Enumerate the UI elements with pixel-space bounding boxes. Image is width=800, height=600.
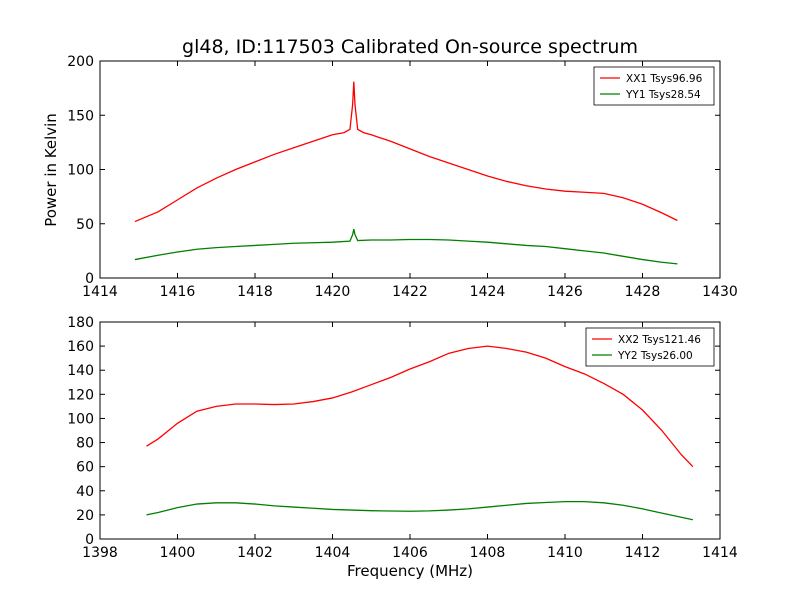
- x-tick-label: 1414: [702, 545, 738, 561]
- y-tick-label: 180: [67, 315, 94, 331]
- y-tick-label: 0: [85, 271, 94, 287]
- legend: XX2 Tsys121.46 YY2 Tsys26.00: [585, 327, 715, 367]
- y-tick-label: 50: [76, 217, 94, 233]
- legend-label: XX1 Tsys96.96: [626, 73, 703, 85]
- y-tick-label: 20: [76, 508, 94, 524]
- y-tick-label: 100: [67, 411, 94, 427]
- y-axis-label: Power in Kelvin: [42, 113, 60, 227]
- legend-box: [593, 66, 715, 106]
- legend: XX1 Tsys96.96 YY1 Tsys28.54: [593, 66, 715, 106]
- plots-group: 1414 1416 1418 1420 1422 1424 1426 1428 1430 0 50 1…: [67, 54, 738, 561]
- x-tick-label: 1414: [82, 284, 118, 300]
- x-tick-label: 1430: [702, 284, 738, 300]
- legend-label: YY1 Tsys28.54: [625, 89, 701, 101]
- x-tick-label: 1410: [547, 545, 583, 561]
- x-tick-label: 1428: [625, 284, 661, 300]
- y-tick-label: 80: [76, 436, 94, 452]
- x-tick-label: 1404: [315, 545, 351, 561]
- x-tick-label: 1412: [625, 545, 661, 561]
- series-line: [146, 500, 694, 521]
- y-tick-label: 0: [85, 532, 94, 548]
- legend-label: YY2 Tsys26.00: [617, 350, 693, 362]
- x-tick-label: 1416: [160, 284, 196, 300]
- y-tick-label: 150: [67, 108, 94, 124]
- y-tick-label: 40: [76, 484, 94, 500]
- x-tick-label: 1418: [237, 284, 273, 300]
- x-axis-label: Frequency (MHz): [347, 562, 473, 580]
- series-line: [146, 345, 694, 468]
- legend-label: XX2 Tsys121.46: [618, 334, 701, 346]
- x-tick-label: 1420: [315, 284, 351, 300]
- subplot-2: 1398 1400 1402 1404 1406 1408 1410 1412 1414 0 20 4…: [67, 315, 738, 561]
- x-tick-label: 1408: [470, 545, 506, 561]
- y-tick-label: 120: [67, 387, 94, 403]
- legend-box: [585, 327, 715, 367]
- x-tick-label: 1406: [392, 545, 428, 561]
- x-tick-label: 1402: [237, 545, 273, 561]
- subplot-1: 1414 1416 1418 1420 1422 1424 1426 1428 1430 0 50 1…: [67, 54, 738, 300]
- x-tick-label: 1400: [160, 545, 196, 561]
- x-tick-label: 1422: [392, 284, 428, 300]
- y-tick-label: 140: [67, 363, 94, 379]
- y-tick-label: 200: [67, 54, 94, 70]
- chart-title: gl48, ID:117503 Calibrated On-source spe…: [182, 36, 638, 58]
- x-tick-label: 1426: [547, 284, 583, 300]
- series-line: [134, 229, 678, 265]
- series-line: [134, 81, 678, 223]
- y-tick-label: 60: [76, 460, 94, 476]
- x-tick-label: 1398: [82, 545, 118, 561]
- y-tick-label: 160: [67, 339, 94, 355]
- y-tick-label: 100: [67, 163, 94, 179]
- x-tick-label: 1424: [470, 284, 506, 300]
